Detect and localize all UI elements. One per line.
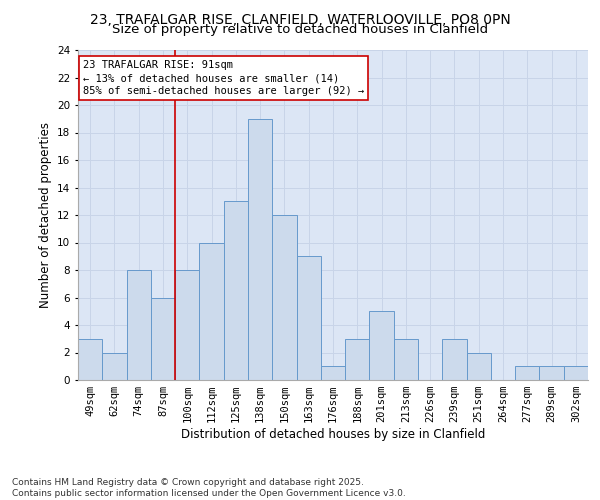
Bar (467, 352, 491, 380)
Text: 23, TRAFALGAR RISE, CLANFIELD, WATERLOOVILLE, PO8 0PN: 23, TRAFALGAR RISE, CLANFIELD, WATERLOOV… (89, 12, 511, 26)
Bar (175, 270, 199, 380)
X-axis label: Distribution of detached houses by size in Clanfield: Distribution of detached houses by size … (181, 428, 485, 441)
Bar (296, 256, 321, 380)
Bar (272, 215, 296, 380)
Bar (248, 118, 272, 380)
Bar (442, 339, 467, 380)
Bar (102, 352, 127, 380)
Bar (127, 270, 151, 380)
Bar (321, 366, 345, 380)
Bar (345, 339, 370, 380)
Bar (515, 366, 539, 380)
Bar (370, 311, 394, 380)
Y-axis label: Number of detached properties: Number of detached properties (38, 122, 52, 308)
Bar (564, 366, 588, 380)
Bar (199, 242, 224, 380)
Bar (151, 298, 175, 380)
Bar (224, 201, 248, 380)
Bar (539, 366, 564, 380)
Bar (78, 339, 102, 380)
Text: 23 TRAFALGAR RISE: 91sqm
← 13% of detached houses are smaller (14)
85% of semi-d: 23 TRAFALGAR RISE: 91sqm ← 13% of detach… (83, 60, 364, 96)
Text: Contains HM Land Registry data © Crown copyright and database right 2025.
Contai: Contains HM Land Registry data © Crown c… (12, 478, 406, 498)
Bar (394, 339, 418, 380)
Text: Size of property relative to detached houses in Clanfield: Size of property relative to detached ho… (112, 22, 488, 36)
